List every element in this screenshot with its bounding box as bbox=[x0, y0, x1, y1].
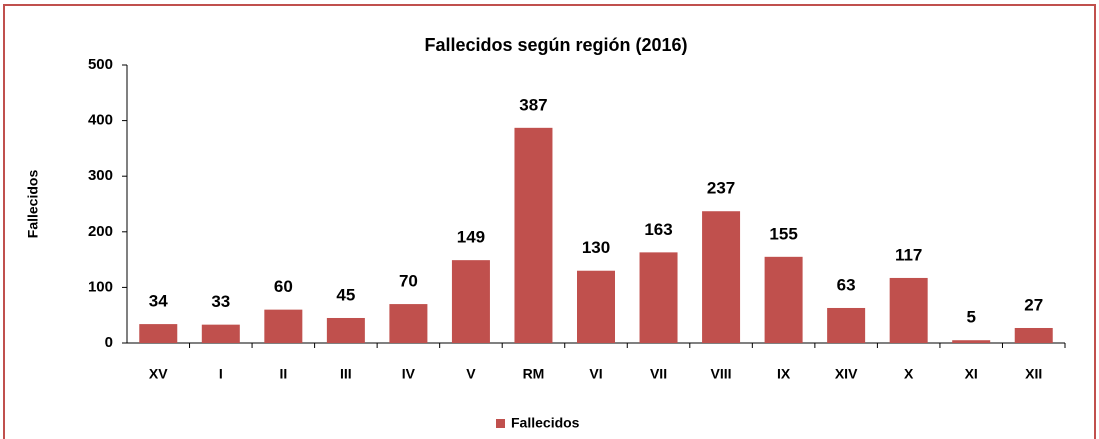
y-tick-label: 300 bbox=[88, 167, 113, 184]
legend-swatch bbox=[496, 419, 505, 428]
x-tick-label: II bbox=[279, 366, 287, 382]
bar bbox=[639, 252, 678, 343]
x-tick-label: XV bbox=[149, 366, 168, 382]
x-tick-label: IV bbox=[402, 366, 416, 382]
data-label: 387 bbox=[519, 95, 547, 114]
chart-title: Fallecidos según región (2016) bbox=[424, 35, 687, 55]
y-tick-label: 100 bbox=[88, 278, 113, 295]
x-tick-label: IX bbox=[777, 366, 791, 382]
frame bbox=[3, 4, 1096, 439]
data-label: 27 bbox=[1024, 295, 1043, 314]
x-tick-label: RM bbox=[523, 366, 545, 382]
bar bbox=[577, 270, 615, 343]
legend-label: Fallecidos bbox=[511, 415, 580, 431]
data-label: 155 bbox=[769, 224, 797, 243]
data-label: 130 bbox=[582, 238, 610, 257]
y-tick-label: 400 bbox=[88, 112, 113, 129]
data-label: 117 bbox=[895, 245, 922, 264]
data-label: 34 bbox=[149, 292, 168, 311]
y-tick-label: 200 bbox=[88, 223, 113, 240]
x-tick-label: III bbox=[340, 366, 352, 382]
x-tick-label: VI bbox=[589, 366, 602, 382]
y-tick-label: 0 bbox=[105, 334, 113, 351]
x-tick-label: XIV bbox=[835, 366, 858, 382]
bar bbox=[889, 277, 928, 343]
data-label: 70 bbox=[399, 272, 418, 291]
y-axis-label: Fallecidos bbox=[25, 170, 41, 239]
data-label: 5 bbox=[966, 308, 975, 327]
bar bbox=[514, 127, 553, 343]
bar bbox=[764, 256, 803, 343]
x-tick-label: V bbox=[466, 366, 476, 382]
x-tick-label: VII bbox=[650, 366, 667, 382]
x-tick-label: XII bbox=[1025, 366, 1042, 382]
bar bbox=[139, 324, 178, 343]
bar bbox=[1014, 327, 1053, 343]
bar bbox=[702, 211, 741, 343]
x-tick-label: X bbox=[904, 366, 914, 382]
data-label: 63 bbox=[837, 275, 856, 294]
bar bbox=[389, 304, 428, 343]
bar bbox=[952, 340, 991, 343]
y-tick-label: 500 bbox=[88, 56, 113, 73]
data-label: 149 bbox=[457, 228, 485, 247]
bar bbox=[201, 324, 240, 343]
data-label: 45 bbox=[336, 285, 355, 304]
bar bbox=[326, 317, 365, 343]
data-label: 163 bbox=[644, 220, 672, 239]
data-label: 237 bbox=[707, 179, 735, 198]
bar bbox=[827, 307, 866, 343]
x-tick-label: VIII bbox=[711, 366, 732, 382]
x-tick-label: XI bbox=[965, 366, 978, 382]
bar bbox=[264, 309, 303, 343]
bar bbox=[451, 260, 490, 343]
x-tick-label: I bbox=[219, 366, 223, 382]
data-label: 60 bbox=[274, 277, 293, 296]
data-label: 33 bbox=[211, 292, 230, 311]
